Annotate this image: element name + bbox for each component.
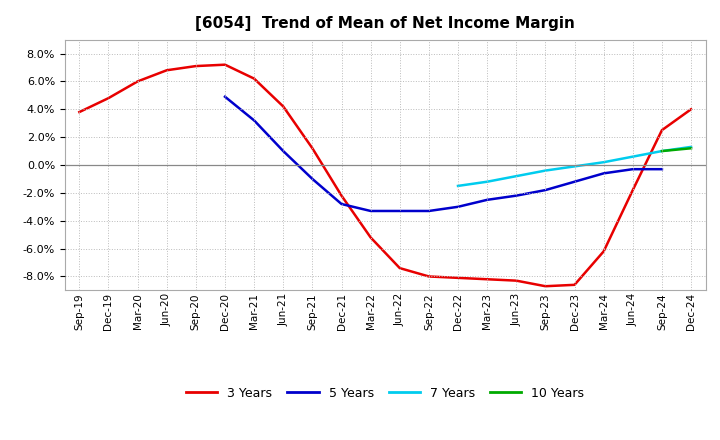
5 Years — [570, 179, 579, 184]
5 Years — [395, 209, 404, 214]
7 Years — [657, 148, 666, 154]
3 Years — [308, 146, 317, 151]
3 Years — [629, 187, 637, 193]
5 Years — [657, 167, 666, 172]
7 Years — [454, 183, 462, 188]
7 Years — [483, 179, 492, 184]
3 Years — [425, 274, 433, 279]
Line: 10 Years: 10 Years — [662, 148, 691, 151]
Line: 3 Years: 3 Years — [79, 65, 691, 286]
3 Years — [657, 128, 666, 133]
3 Years — [395, 265, 404, 271]
5 Years — [220, 94, 229, 99]
7 Years — [629, 154, 637, 159]
5 Years — [483, 197, 492, 202]
5 Years — [541, 187, 550, 193]
7 Years — [541, 168, 550, 173]
3 Years — [337, 193, 346, 198]
3 Years — [512, 278, 521, 283]
3 Years — [687, 106, 696, 112]
3 Years — [279, 104, 287, 109]
7 Years — [512, 173, 521, 179]
5 Years — [599, 171, 608, 176]
3 Years — [133, 79, 142, 84]
5 Years — [454, 204, 462, 209]
3 Years — [570, 282, 579, 287]
5 Years — [279, 148, 287, 154]
7 Years — [687, 144, 696, 150]
3 Years — [104, 95, 113, 101]
3 Years — [220, 62, 229, 67]
3 Years — [163, 68, 171, 73]
7 Years — [570, 164, 579, 169]
10 Years — [687, 146, 696, 151]
5 Years — [512, 193, 521, 198]
7 Years — [599, 160, 608, 165]
5 Years — [308, 176, 317, 182]
5 Years — [337, 202, 346, 207]
Line: 7 Years: 7 Years — [458, 147, 691, 186]
Title: [6054]  Trend of Mean of Net Income Margin: [6054] Trend of Mean of Net Income Margi… — [195, 16, 575, 32]
3 Years — [192, 63, 200, 69]
5 Years — [629, 167, 637, 172]
10 Years — [657, 148, 666, 154]
5 Years — [366, 209, 375, 214]
3 Years — [250, 76, 258, 81]
3 Years — [541, 284, 550, 289]
Line: 5 Years: 5 Years — [225, 97, 662, 211]
3 Years — [599, 249, 608, 254]
3 Years — [483, 277, 492, 282]
5 Years — [425, 209, 433, 214]
3 Years — [366, 235, 375, 240]
Legend: 3 Years, 5 Years, 7 Years, 10 Years: 3 Years, 5 Years, 7 Years, 10 Years — [181, 381, 590, 404]
3 Years — [454, 275, 462, 281]
5 Years — [250, 118, 258, 123]
3 Years — [75, 110, 84, 115]
